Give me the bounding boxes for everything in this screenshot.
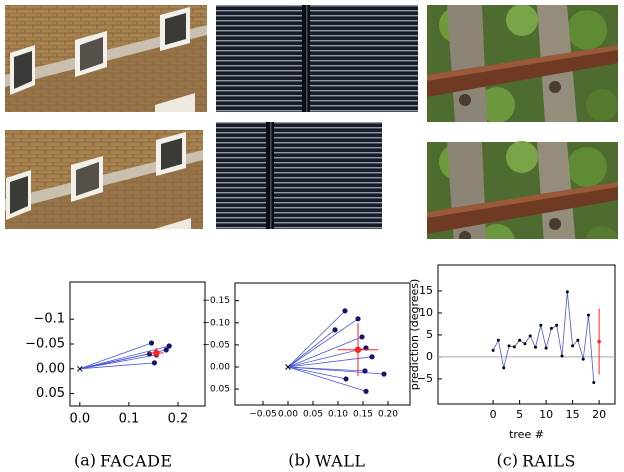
photo	[427, 141, 618, 239]
x-tick-label: 0.15	[353, 410, 373, 420]
point	[571, 344, 575, 348]
point	[528, 334, 532, 338]
point	[507, 344, 511, 348]
x-tick-label: 15	[566, 408, 580, 421]
point	[342, 308, 348, 314]
point	[369, 354, 375, 360]
x-tick-label: 0.20	[378, 410, 398, 420]
y-tick-label: 0.05	[210, 385, 230, 395]
y-axis-label: prediction (degrees)	[408, 279, 421, 391]
y-tick-label: −5	[417, 372, 433, 385]
x-tick-label: 0.00	[278, 410, 298, 420]
point	[163, 347, 169, 353]
caption-label: (c)	[497, 451, 518, 470]
x-tick-label: −0.05	[249, 410, 277, 420]
point	[581, 357, 585, 361]
ray	[287, 329, 336, 368]
y-tick-label: 0.05	[36, 386, 65, 401]
point	[381, 371, 387, 377]
point	[363, 388, 369, 394]
point	[359, 334, 365, 340]
caption-label: (b)	[288, 451, 311, 470]
ray	[79, 354, 157, 370]
caption-label: (a)	[74, 451, 96, 470]
photo	[5, 5, 207, 112]
photo	[427, 5, 618, 122]
y-tick-label: −0.05	[25, 337, 65, 352]
x-tick-label: 10	[539, 408, 553, 421]
caption-name: FACADE	[100, 452, 173, 471]
y-tick-label: −0.15	[202, 296, 230, 306]
point	[523, 342, 527, 346]
x-tick-label: 5	[516, 408, 523, 421]
y-tick-label: 10	[419, 306, 433, 319]
y-tick-label: −0.1	[33, 312, 65, 327]
y-tick-label: −0.10	[202, 318, 230, 328]
mean-point	[153, 349, 160, 357]
y-tick-label: 5	[426, 328, 433, 341]
point	[592, 380, 596, 384]
point	[496, 338, 500, 342]
plot-frame	[234, 282, 411, 406]
mean-point	[597, 339, 601, 344]
point	[355, 316, 361, 322]
ray	[287, 366, 366, 372]
x-axis-label: tree #	[509, 428, 544, 441]
y-tick-label: −0.05	[202, 340, 230, 350]
photo	[216, 122, 382, 229]
y-tick-label: 0.00	[210, 362, 230, 372]
ray	[287, 336, 363, 368]
point	[362, 368, 368, 374]
x-tick-label: 0.0	[69, 412, 90, 427]
point	[491, 348, 495, 352]
ray	[287, 366, 367, 392]
ray	[287, 347, 367, 368]
point	[166, 343, 172, 349]
ray	[287, 310, 346, 368]
point	[587, 313, 591, 317]
point	[549, 326, 553, 330]
origin-marker	[76, 365, 83, 372]
point	[148, 340, 155, 346]
x-tick-label: 20	[592, 408, 606, 421]
point	[560, 354, 564, 358]
point	[332, 327, 338, 333]
point	[544, 346, 548, 350]
caption-name: RAILS	[522, 452, 576, 471]
point	[512, 345, 516, 349]
point	[576, 338, 580, 342]
ray	[79, 362, 155, 370]
point	[555, 323, 559, 327]
y-tick-label: 15	[419, 284, 433, 297]
photo	[216, 5, 418, 112]
point	[518, 338, 522, 342]
point	[151, 360, 158, 366]
ray	[287, 366, 347, 380]
point	[146, 351, 153, 357]
x-tick-label: 0.1	[119, 412, 140, 427]
y-tick-label: 0.00	[36, 361, 65, 376]
point	[343, 376, 349, 382]
ray	[287, 318, 359, 368]
point	[565, 290, 569, 294]
point	[539, 323, 543, 327]
plot-frame	[69, 281, 206, 407]
photo	[5, 130, 203, 229]
caption-name: WALL	[315, 452, 365, 471]
ray	[79, 345, 170, 370]
x-tick-label: 0.05	[303, 410, 323, 420]
y-tick-label: 0	[426, 350, 433, 363]
mean-point	[354, 346, 362, 353]
ray	[79, 342, 152, 370]
x-tick-label: 0.10	[328, 410, 348, 420]
x-tick-label: 0	[490, 408, 497, 421]
origin-marker	[285, 364, 291, 370]
plot-frame	[437, 264, 616, 405]
x-tick-label: 0.2	[168, 412, 189, 427]
point	[534, 345, 538, 349]
point	[502, 366, 506, 370]
